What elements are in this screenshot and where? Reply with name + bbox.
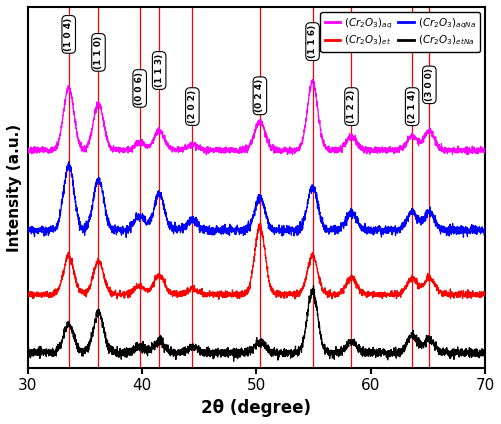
Text: (2 0 2): (2 0 2): [187, 90, 196, 123]
Text: (1 1 3): (1 1 3): [154, 54, 163, 87]
Text: (0 2 4): (0 2 4): [255, 79, 264, 112]
Legend: $(Cr_2O_3)_{aq}$, $(Cr_2O_3)_{et}$, $(Cr_2O_3)_{aqNa}$, $(Cr_2O_3)_{etNa}$: $(Cr_2O_3)_{aq}$, $(Cr_2O_3)_{et}$, $(Cr…: [320, 12, 479, 52]
Text: (1 1 0): (1 1 0): [94, 36, 103, 69]
Text: (3 0 0): (3 0 0): [424, 68, 433, 101]
Text: (1 2 2): (1 2 2): [346, 90, 355, 123]
Text: (1 0 4): (1 0 4): [64, 18, 73, 51]
Text: (1 1 6): (1 1 6): [308, 25, 317, 58]
Text: (2 1 4): (2 1 4): [407, 90, 416, 123]
Y-axis label: Intensity (a.u.): Intensity (a.u.): [7, 123, 22, 251]
Text: (0 0 6): (0 0 6): [135, 72, 144, 105]
X-axis label: 2θ (degree): 2θ (degree): [201, 399, 311, 417]
